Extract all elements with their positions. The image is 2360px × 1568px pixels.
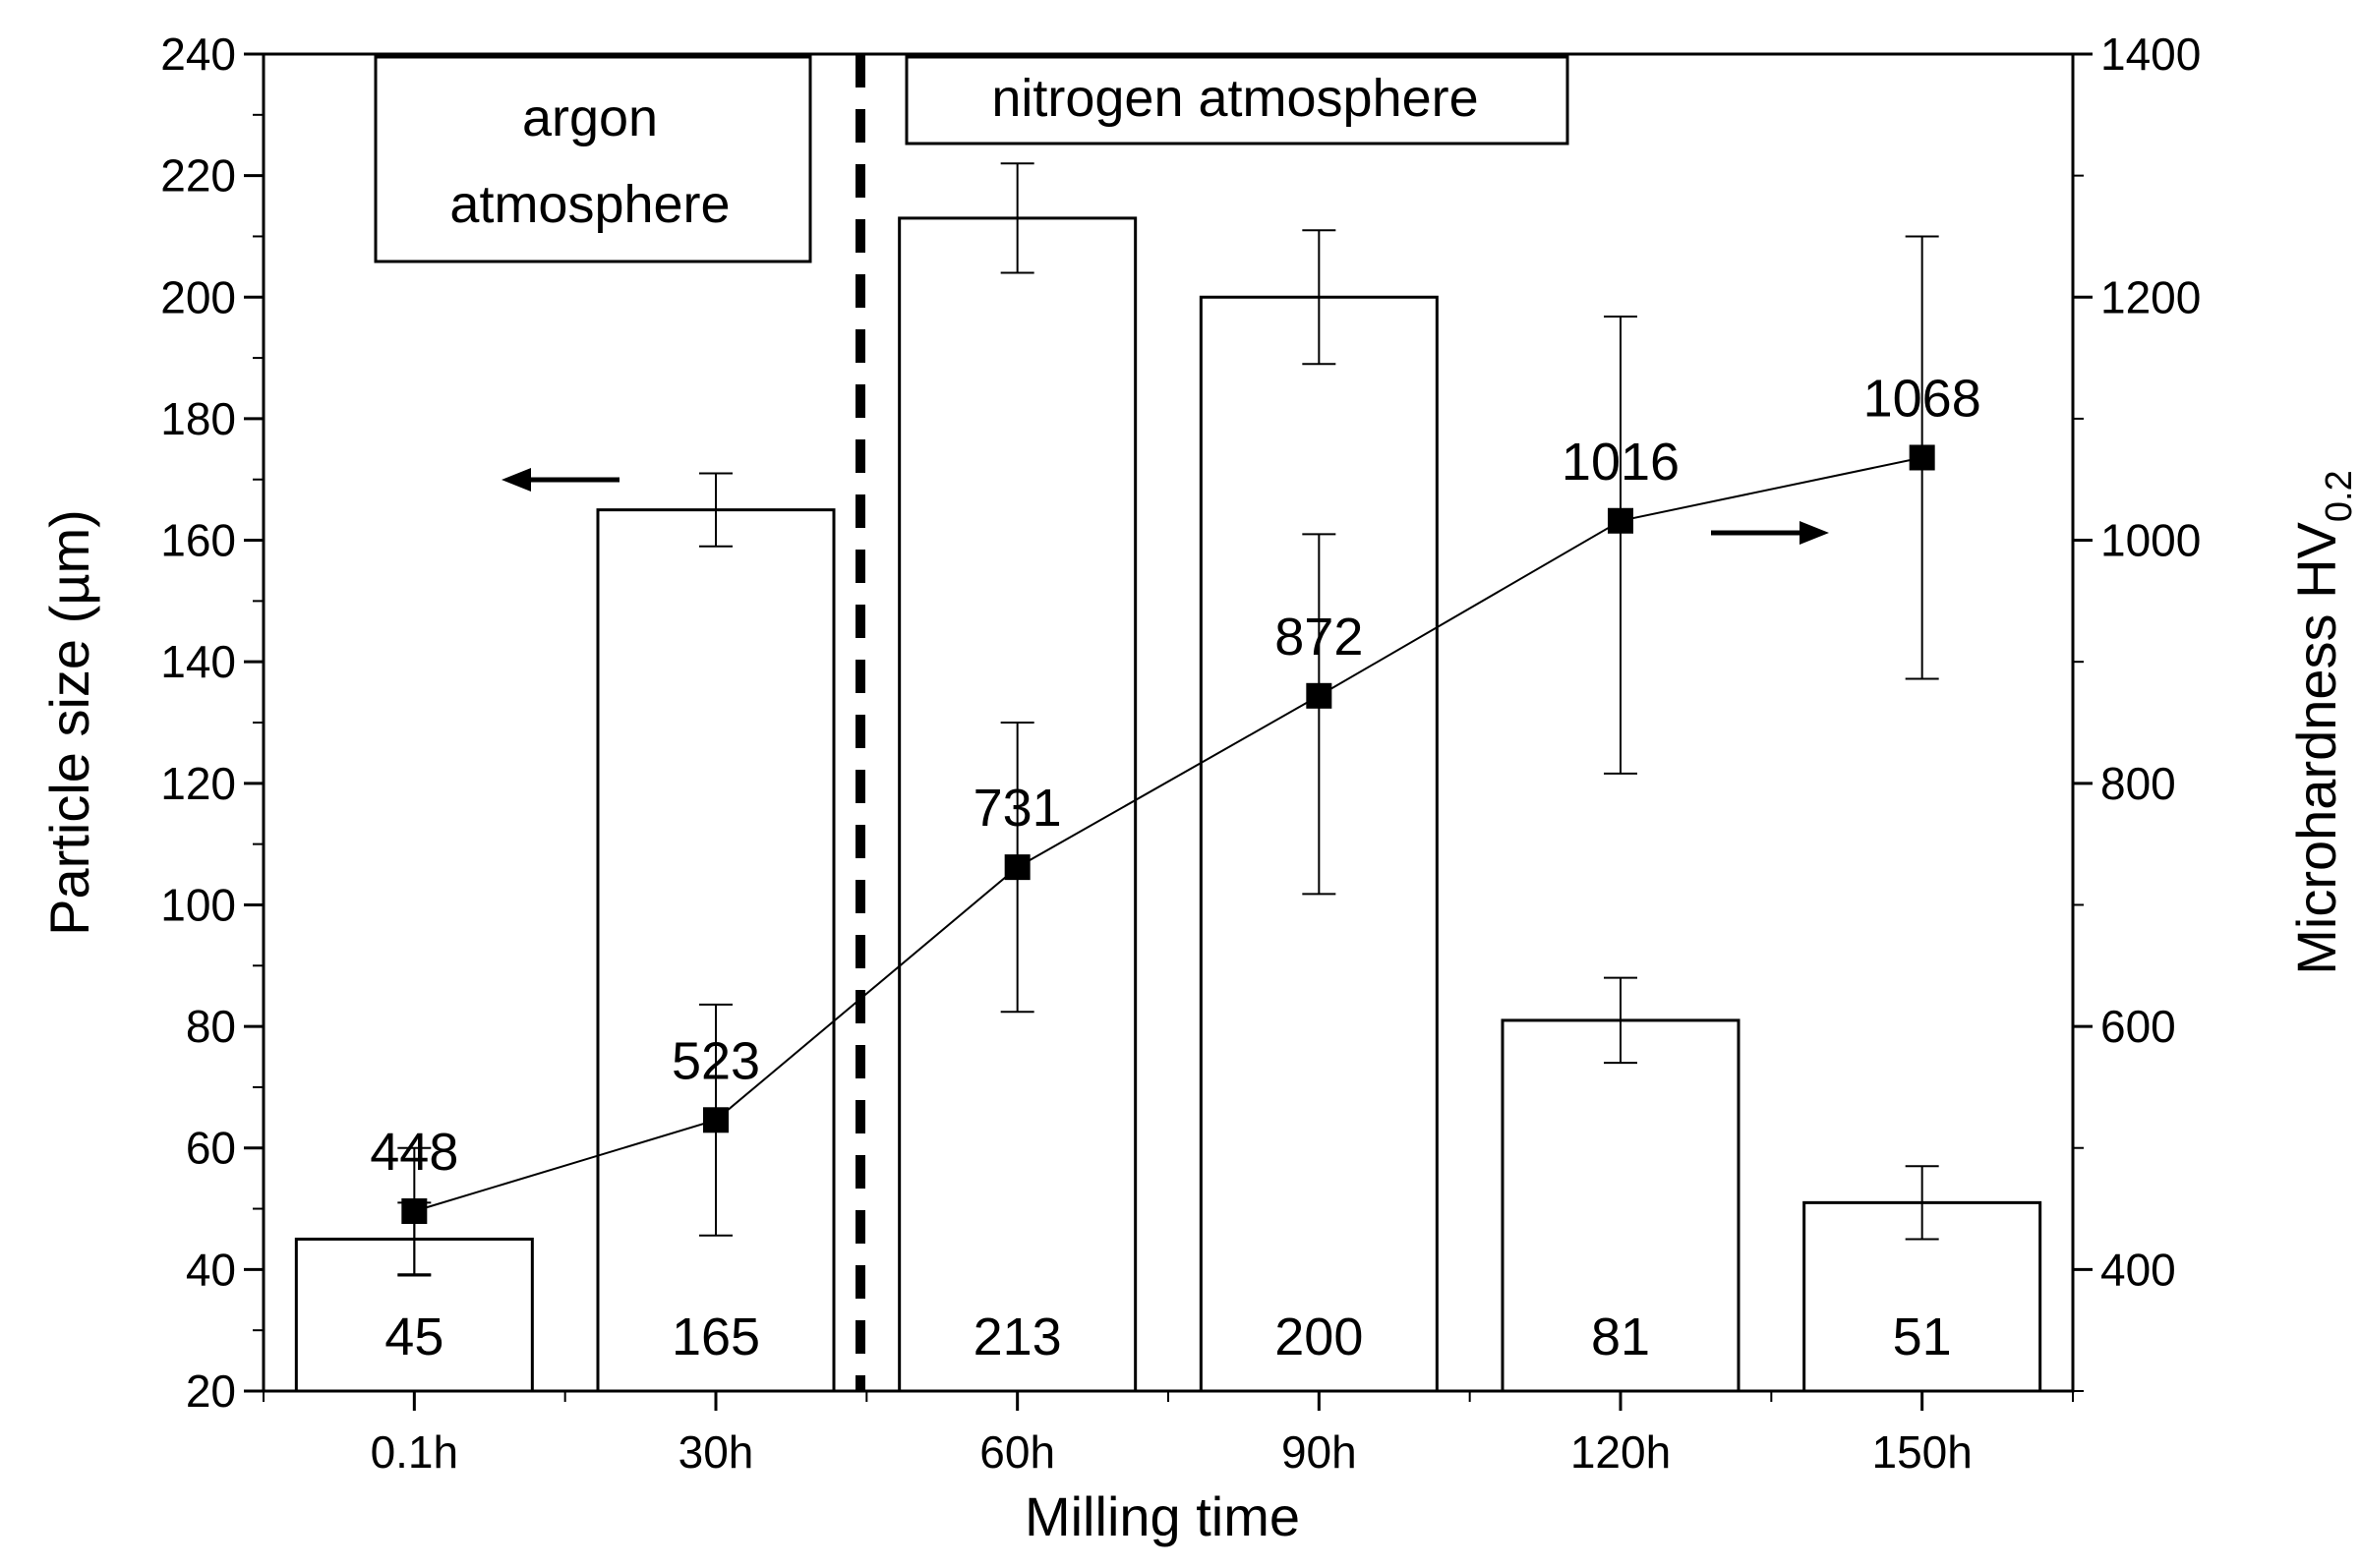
x-axis-title: Milling time <box>1025 1485 1300 1547</box>
bar-30h <box>596 508 836 1393</box>
point-value-label: 448 <box>370 1123 458 1182</box>
x-axis-tick-label: 60h <box>979 1426 1055 1478</box>
y2-axis-tick-label: 1400 <box>2100 29 2201 80</box>
x-axis-tick-label: 90h <box>1281 1426 1357 1478</box>
y-axis-tick-label: 180 <box>160 393 236 444</box>
x-axis-tick-label: 0.1h <box>371 1426 459 1478</box>
bar-value-label: 165 <box>672 1307 760 1366</box>
bar-value-label: 213 <box>974 1307 1062 1366</box>
y-axis-tick-label: 200 <box>160 271 236 322</box>
right-axis-arrow <box>1711 521 1829 545</box>
y2-axis-tick-label: 400 <box>2100 1244 2176 1295</box>
microhardness-line <box>414 456 1922 1212</box>
x-axis-tick-label: 150h <box>1871 1426 1972 1478</box>
y2-axis-tick-label: 1000 <box>2100 515 2201 566</box>
y2-axis-tick-label: 600 <box>2100 1001 2176 1052</box>
x-axis-tick-label: 120h <box>1570 1426 1671 1478</box>
y-axis-title: Particle size (µm) <box>38 509 100 936</box>
point-value-label: 872 <box>1274 608 1363 667</box>
left-axis-arrow <box>502 468 620 492</box>
nitrogen-annotation-box <box>905 55 1569 145</box>
y2-axis-tick-label: 1200 <box>2100 271 2201 322</box>
argon-annotation-line2: atmosphere <box>449 175 730 234</box>
line-layer: 448 523 731 872 1016 1068 <box>370 235 1981 1276</box>
point-value-label: 1016 <box>1562 433 1680 492</box>
bar-value-label: 51 <box>1893 1307 1952 1366</box>
microhardness-point <box>1909 444 1935 471</box>
y-axis-tick-label: 100 <box>160 879 236 930</box>
x-axis-tick-label: 30h <box>678 1426 754 1478</box>
y-axis-tick-label: 140 <box>160 636 236 687</box>
argon-annotation-box <box>374 55 812 263</box>
point-value-label: 731 <box>974 779 1062 838</box>
left-arrow-icon <box>502 468 531 492</box>
bar-value-label: 81 <box>1591 1307 1650 1366</box>
microhardness-point <box>401 1198 428 1225</box>
y-axis-tick-label: 220 <box>160 150 236 202</box>
microhardness-point <box>1608 507 1633 534</box>
nitrogen-annotation-text: nitrogen atmosphere <box>991 69 1478 128</box>
microhardness-point <box>703 1107 729 1133</box>
microhardness-point <box>1004 854 1031 881</box>
point-value-label: 1068 <box>1863 369 1981 428</box>
point-value-label: 523 <box>672 1031 760 1090</box>
bar-120h <box>1501 1018 1740 1393</box>
y2-axis-title-subscript: 0.2 <box>2319 470 2360 522</box>
right-arrow-icon <box>1800 521 1829 545</box>
bar-value-label: 45 <box>384 1307 443 1366</box>
y2-axis-tick-label: 800 <box>2100 758 2176 809</box>
annotation-layer: argon atmosphere nitrogen atmosphere <box>374 54 1829 1391</box>
y-axis-tick-label: 160 <box>160 515 236 566</box>
y-axis-tick-label: 120 <box>160 758 236 809</box>
bars-layer: 45 165 213 200 81 51 <box>294 216 2042 1393</box>
y-axis-tick-label: 80 <box>186 1001 236 1052</box>
bar-value-label: 200 <box>1274 1307 1363 1366</box>
argon-annotation-line1: argon <box>522 88 658 147</box>
y-axis-tick-label: 40 <box>186 1244 236 1295</box>
y2-axis-title-main: Microhardness HV <box>2285 521 2347 974</box>
y-axis-tick-label: 20 <box>186 1365 236 1417</box>
y2-axis-title: Microhardness HV0.2 <box>2285 470 2360 974</box>
axes-layer: 20 40 60 80 100 120 140 160 180 200 220 240 400 600 80… <box>160 29 2201 1478</box>
y-axis-tick-label: 60 <box>186 1123 236 1174</box>
y-axis-tick-label: 240 <box>160 29 236 80</box>
microhardness-point <box>1306 682 1332 709</box>
